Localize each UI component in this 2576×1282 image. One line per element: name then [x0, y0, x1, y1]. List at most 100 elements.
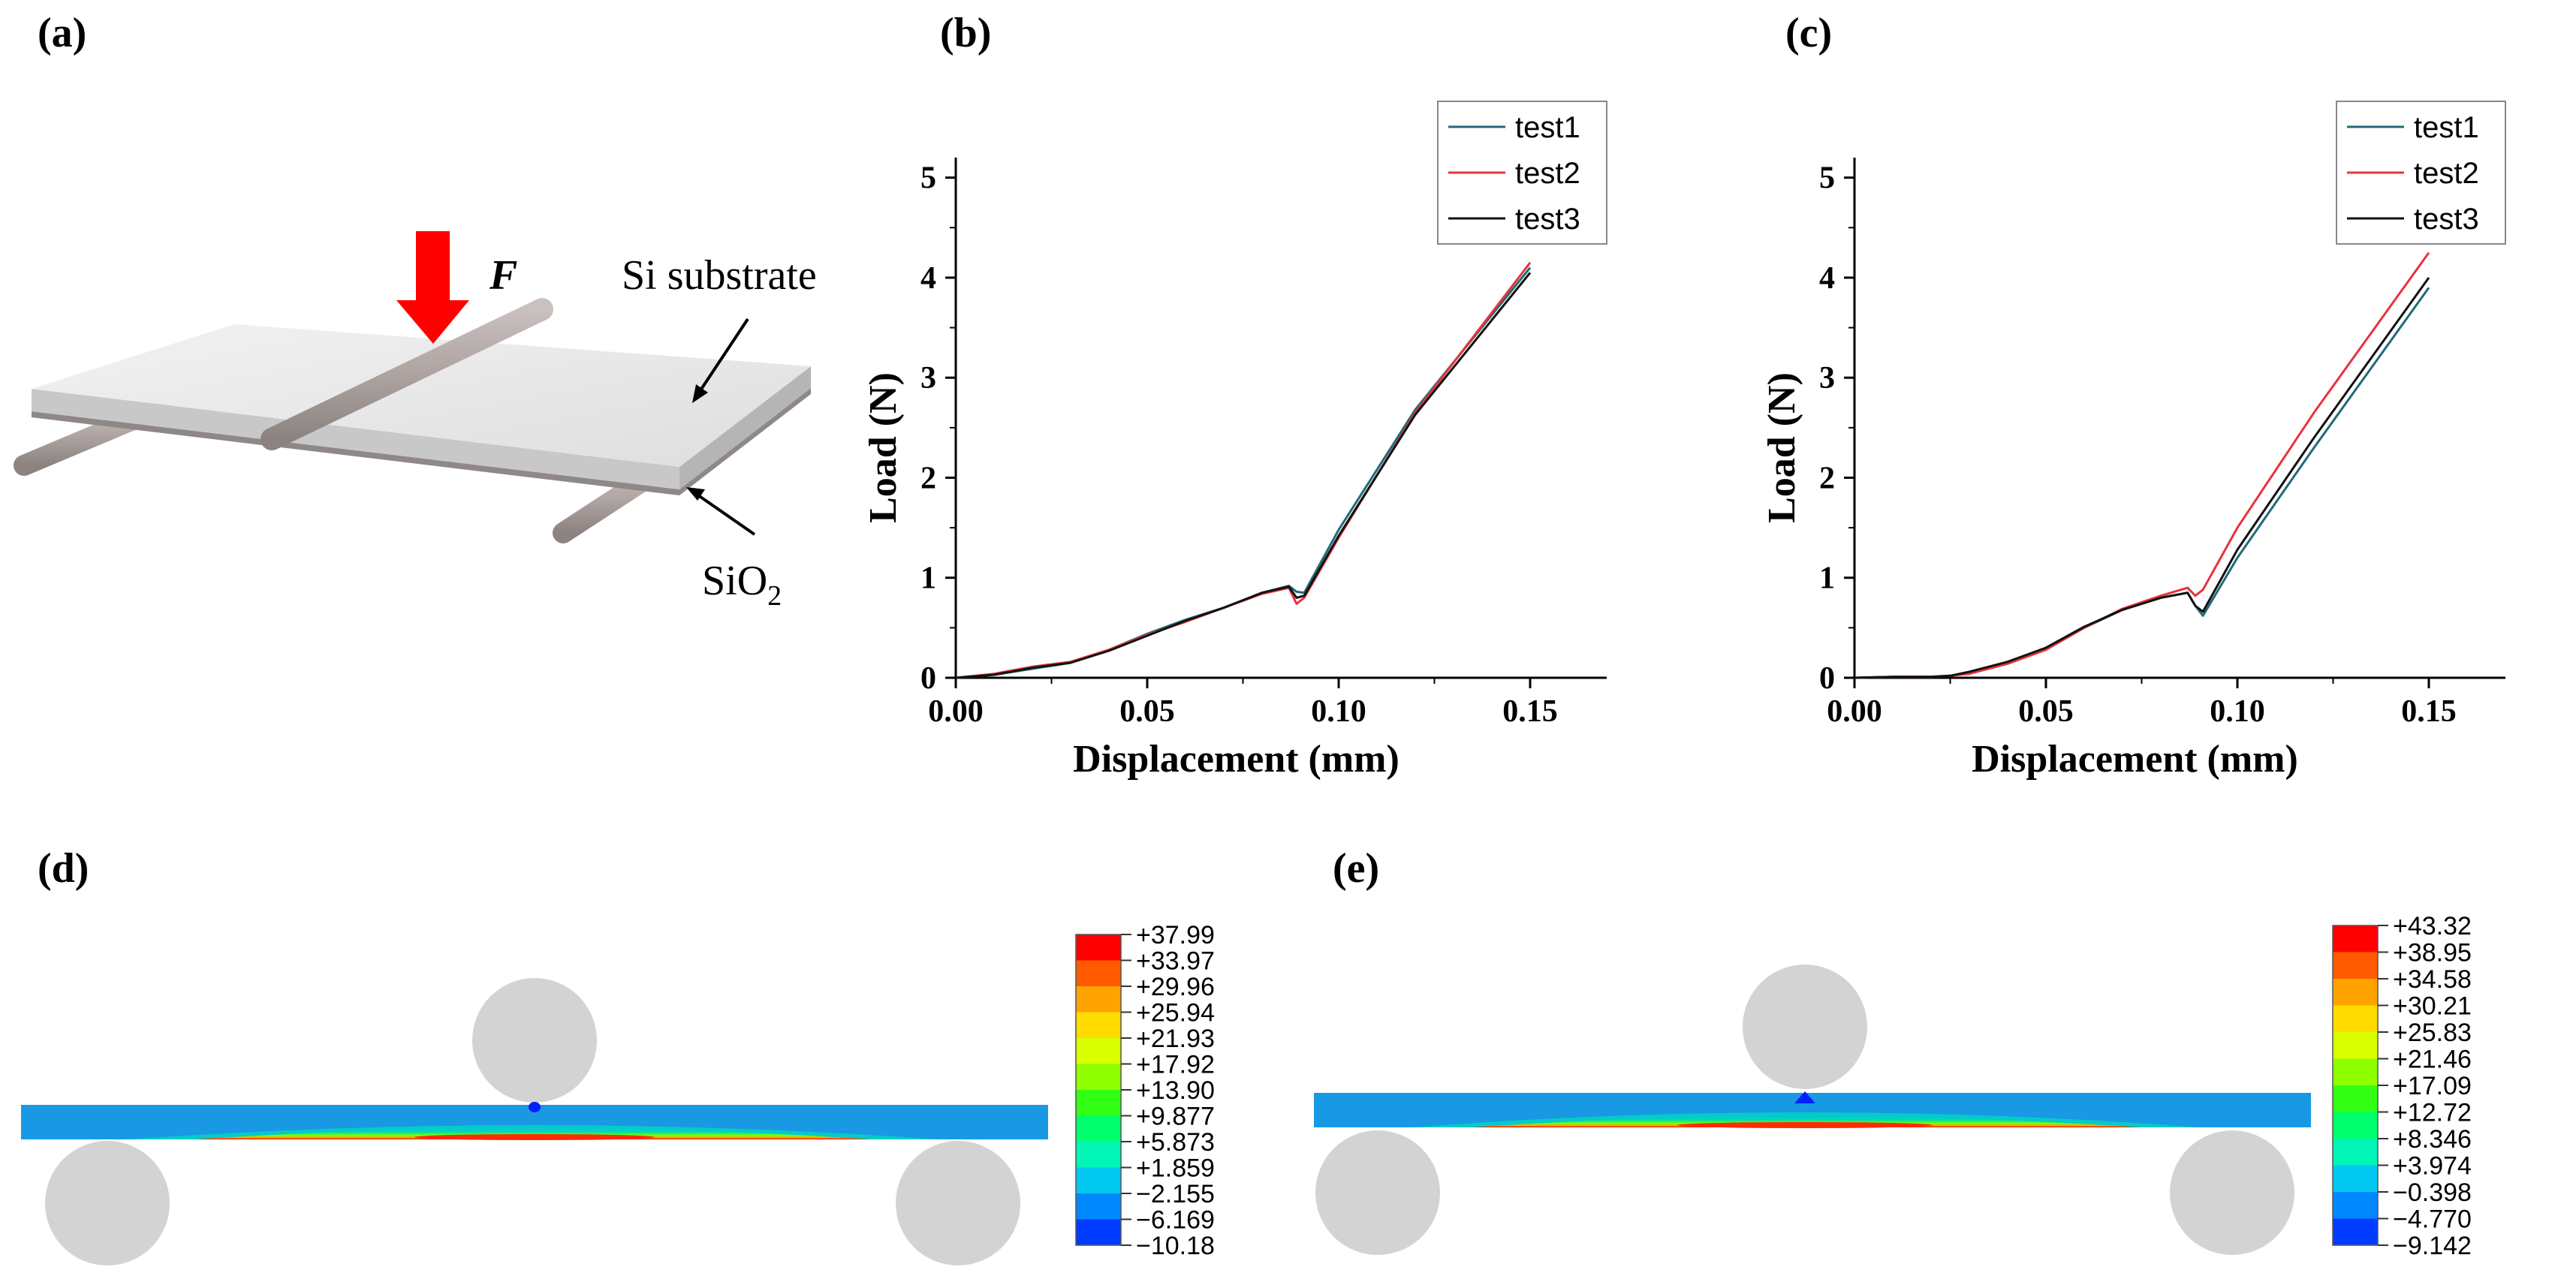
oxide-label: SiO2 — [702, 558, 782, 612]
y-tick-label: 3 — [1819, 361, 1835, 396]
x-tick-label: 0.00 — [1827, 694, 1882, 729]
y-axis-label: Load (N) — [1761, 372, 1803, 523]
colorbar-label: −4.770 — [2393, 1205, 2472, 1234]
colorbar-label: +38.95 — [2393, 939, 2472, 968]
panel-d: (d) +37.99+33.97+29.96+25.94+21.93+17.92… — [21, 845, 1215, 1265]
plate-top-face — [32, 324, 811, 467]
fea-top-roller-e — [1743, 965, 1867, 1089]
colorbar-label: −0.398 — [2393, 1178, 2472, 1207]
y-tick-label: 0 — [920, 661, 936, 696]
y-tick-label: 5 — [1819, 161, 1835, 196]
panel-e-label: (e) — [1333, 845, 1379, 892]
fea-beam-e — [1314, 1091, 2311, 1128]
plate-front-face — [32, 389, 679, 489]
panel-c-label: (c) — [1785, 10, 1832, 56]
panel-e: (e) +43.32+38.95+34.58+30.21+25.83+21.46… — [1314, 845, 2472, 1260]
y-tick-label: 3 — [920, 361, 936, 396]
colorbar-swatch — [1076, 960, 1121, 986]
fea-support-left-e — [1315, 1130, 1440, 1255]
series-line-test3 — [1854, 277, 2430, 679]
x-tick-label: 0.05 — [2018, 694, 2074, 729]
x-tick-label: 0.15 — [1502, 694, 1558, 729]
colorbar-swatch — [1076, 1193, 1121, 1220]
substrate-label: Si substrate — [622, 252, 817, 299]
x-tick-label: 0.15 — [2401, 694, 2457, 729]
fea-top-roller — [472, 978, 597, 1103]
colorbar-d: +37.99+33.97+29.96+25.94+21.93+17.92+13.… — [1075, 921, 1215, 1260]
series-line-test2 — [1854, 251, 2430, 679]
chart-c: 0.00 0.05 0.10 0.15 0 1 2 3 4 5 Displacement (mm) L… — [1761, 101, 2506, 781]
panel-d-label: (d) — [38, 845, 89, 892]
colorbar-label: +12.72 — [2393, 1099, 2472, 1127]
colorbar-swatch — [1076, 986, 1121, 1013]
colorbar-label: +25.83 — [2393, 1019, 2472, 1047]
colorbar-label: −2.155 — [1136, 1180, 1215, 1208]
colorbar-label: −9.142 — [2393, 1232, 2472, 1260]
panel-b: (b) 0.00 0.05 0.10 0.15 0 1 2 3 4 5 Displacement (… — [862, 10, 1607, 781]
x-tick-label: 0.00 — [928, 694, 984, 729]
panel-b-label: (b) — [940, 10, 991, 56]
force-arrow-icon — [396, 231, 469, 344]
colorbar-swatch — [1076, 1064, 1121, 1090]
legend-label-test3: test3 — [2414, 203, 2479, 236]
substrate-pointer — [693, 317, 749, 401]
y-tick-label: 0 — [1819, 661, 1835, 696]
substrate-pointer-head — [692, 384, 708, 403]
colorbar-swatch — [1076, 1167, 1121, 1193]
colorbar-swatch — [1076, 1012, 1121, 1038]
colorbar-label: −6.169 — [1136, 1206, 1215, 1235]
colorbar-label: +25.94 — [1136, 999, 1215, 1028]
colorbar-swatch — [2333, 1139, 2378, 1166]
colorbar-label: +17.09 — [2393, 1072, 2472, 1100]
legend-label-test3: test3 — [1515, 203, 1580, 236]
colorbar-label: +34.58 — [2393, 965, 2472, 994]
colorbar-label: +5.873 — [1136, 1128, 1215, 1157]
colorbar-swatch — [2333, 1005, 2378, 1032]
oxide-label-sub: 2 — [767, 580, 782, 612]
force-arrow-head — [396, 300, 469, 344]
legend-label-test1: test1 — [1515, 111, 1580, 144]
colorbar-swatch — [1076, 934, 1121, 961]
y-tick-label: 1 — [1819, 561, 1835, 596]
legend-label-test1: test1 — [2414, 111, 2479, 144]
colorbar-label: +33.97 — [1136, 947, 1215, 976]
colorbar-label: +9.877 — [1136, 1103, 1215, 1131]
legend: test1 test2 test3 — [1437, 101, 1607, 245]
legend: test1 test2 test3 — [2336, 101, 2506, 245]
colorbar-label: +21.46 — [2393, 1046, 2472, 1074]
x-tick-label: 0.05 — [1119, 694, 1175, 729]
oxide-pointer-head — [686, 487, 705, 501]
chart-b: 0.00 0.05 0.10 0.15 0 1 2 3 4 5 Displacement (mm) L… — [862, 101, 1607, 781]
colorbar-swatch — [2333, 952, 2378, 979]
fea-beam — [21, 1102, 1048, 1140]
colorbar-swatch — [2333, 1112, 2378, 1139]
colorbar-swatch — [1076, 1115, 1121, 1142]
colorbar-label: +43.32 — [2393, 912, 2472, 940]
force-label: F — [489, 252, 517, 299]
colorbar-swatch — [1076, 1038, 1121, 1064]
colorbar-swatch — [2333, 1192, 2378, 1219]
x-axis-label: Displacement (mm) — [1073, 738, 1399, 781]
colorbar-label: +3.974 — [2393, 1152, 2472, 1181]
y-tick-label: 5 — [920, 161, 936, 196]
y-axis-label: Load (N) — [862, 372, 905, 523]
y-tick-label: 4 — [920, 261, 936, 296]
panel-c: (c) 0.00 0.05 0.10 0.15 0 1 2 3 4 5 Displacement (… — [1761, 10, 2506, 781]
colorbar-label: +30.21 — [2393, 992, 2472, 1021]
colorbar-swatch — [1076, 1142, 1121, 1168]
colorbar-label: +29.96 — [1136, 973, 1215, 1001]
colorbar-swatch — [2333, 1058, 2378, 1085]
legend-label-test2: test2 — [1515, 157, 1580, 190]
colorbar-label: +37.99 — [1136, 921, 1215, 949]
colorbar-swatch — [2333, 1085, 2378, 1112]
x-tick-label: 0.10 — [2210, 694, 2265, 729]
legend-label-test2: test2 — [2414, 157, 2479, 190]
colorbar-label: +13.90 — [1136, 1076, 1215, 1105]
y-tick-label: 2 — [920, 461, 936, 495]
colorbar-swatch — [1076, 1219, 1121, 1245]
series-line-test2 — [955, 261, 1532, 679]
x-axis-label: Displacement (mm) — [1972, 738, 2298, 781]
fea-support-right-e — [2170, 1130, 2294, 1255]
y-tick-label: 1 — [920, 561, 936, 596]
